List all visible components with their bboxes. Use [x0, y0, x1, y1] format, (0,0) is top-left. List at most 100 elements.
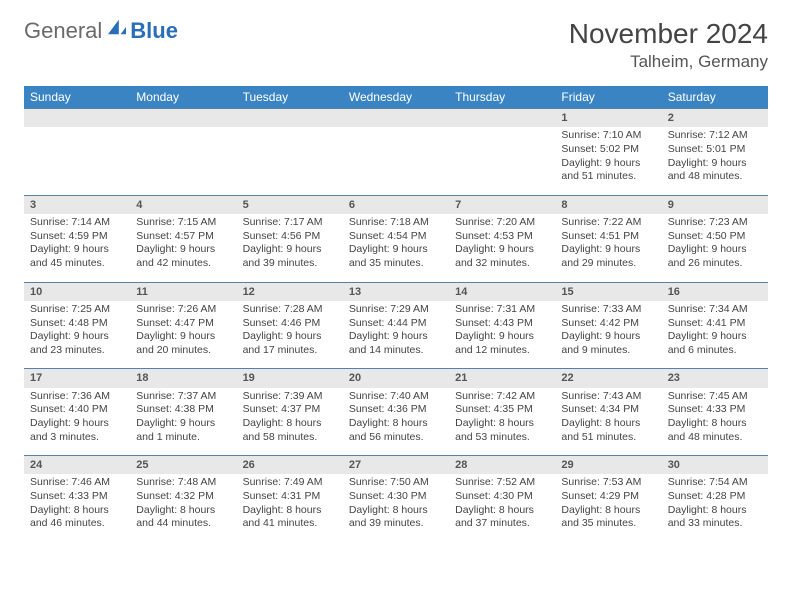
- sunset-line: Sunset: 4:57 PM: [136, 230, 230, 244]
- day-detail: Sunrise: 7:42 AMSunset: 4:35 PMDaylight:…: [449, 388, 555, 456]
- day-number: 3: [24, 195, 130, 214]
- day-detail: Sunrise: 7:29 AMSunset: 4:44 PMDaylight:…: [343, 301, 449, 369]
- sunset-line: Sunset: 4:41 PM: [668, 317, 762, 331]
- day-detail: Sunrise: 7:43 AMSunset: 4:34 PMDaylight:…: [555, 388, 661, 456]
- day-number: 26: [237, 456, 343, 475]
- day-detail-row: Sunrise: 7:25 AMSunset: 4:48 PM Daylight:…: [24, 301, 768, 369]
- day-number: 22: [555, 369, 661, 388]
- sunrise-line: Sunrise: 7:23 AM: [668, 216, 762, 230]
- daylight-line: Daylight: 9 hours and 17 minutes.: [243, 330, 337, 357]
- sunrise-line: Sunrise: 7:31 AM: [455, 303, 549, 317]
- day-number: [449, 109, 555, 128]
- logo: General Blue: [24, 18, 178, 44]
- logo-text-general: General: [24, 18, 102, 44]
- title-block: November 2024 Talheim, Germany: [569, 18, 768, 72]
- daylight-line: Daylight: 8 hours and 44 minutes.: [136, 504, 230, 531]
- day-number: 25: [130, 456, 236, 475]
- sunrise-line: Sunrise: 7:17 AM: [243, 216, 337, 230]
- day-number: 5: [237, 195, 343, 214]
- sunrise-line: Sunrise: 7:18 AM: [349, 216, 443, 230]
- sunset-line: Sunset: 4:38 PM: [136, 403, 230, 417]
- day-number-row: 24252627282930: [24, 456, 768, 475]
- sunset-line: Sunset: 4:44 PM: [349, 317, 443, 331]
- day-number: 11: [130, 282, 236, 301]
- day-detail: Sunrise: 7:53 AMSunset: 4:29 PMDaylight:…: [555, 474, 661, 542]
- day-number: [24, 109, 130, 128]
- month-title: November 2024: [569, 18, 768, 50]
- sunrise-line: Sunrise: 7:25 AM: [30, 303, 124, 317]
- sail-icon: [106, 18, 128, 36]
- daylight-line: Daylight: 9 hours and 48 minutes.: [668, 157, 762, 184]
- day-detail: Sunrise: 7:54 AMSunset: 4:28 PMDaylight:…: [662, 474, 768, 542]
- sunset-line: Sunset: 4:42 PM: [561, 317, 655, 331]
- daylight-line: Daylight: 9 hours and 3 minutes.: [30, 417, 124, 444]
- daylight-line: Daylight: 8 hours and 51 minutes.: [561, 417, 655, 444]
- day-number: 29: [555, 456, 661, 475]
- sunset-line: Sunset: 4:43 PM: [455, 317, 549, 331]
- sunrise-line: Sunrise: 7:54 AM: [668, 476, 762, 490]
- sunset-line: Sunset: 4:29 PM: [561, 490, 655, 504]
- sunset-line: Sunset: 5:01 PM: [668, 143, 762, 157]
- day-number: 16: [662, 282, 768, 301]
- sunrise-line: Sunrise: 7:29 AM: [349, 303, 443, 317]
- sunset-line: Sunset: 4:47 PM: [136, 317, 230, 331]
- day-number: 28: [449, 456, 555, 475]
- sunset-line: Sunset: 4:46 PM: [243, 317, 337, 331]
- day-detail: Sunrise: 7:23 AMSunset: 4:50 PMDaylight:…: [662, 214, 768, 282]
- sunrise-line: Sunrise: 7:46 AM: [30, 476, 124, 490]
- day-number: 12: [237, 282, 343, 301]
- sunrise-line: Sunrise: 7:33 AM: [561, 303, 655, 317]
- sunset-line: Sunset: 4:30 PM: [455, 490, 549, 504]
- location: Talheim, Germany: [569, 52, 768, 72]
- weekday-header-row: SundayMondayTuesdayWednesdayThursdayFrid…: [24, 86, 768, 109]
- sunrise-line: Sunrise: 7:15 AM: [136, 216, 230, 230]
- day-detail-row: Sunrise: 7:14 AMSunset: 4:59 PMDaylight:…: [24, 214, 768, 282]
- sunset-line: Sunset: 4:28 PM: [668, 490, 762, 504]
- daylight-line: Daylight: 8 hours and 41 minutes.: [243, 504, 337, 531]
- day-detail: Sunrise: 7:36 AMSunset: 4:40 PMDaylight:…: [24, 388, 130, 456]
- sunset-line: Sunset: 4:48 PM: [30, 317, 124, 331]
- day-detail: Sunrise: 7:45 AMSunset: 4:33 PMDaylight:…: [662, 388, 768, 456]
- sunset-line: Sunset: 4:51 PM: [561, 230, 655, 244]
- daylight-line: Daylight: 9 hours and 51 minutes.: [561, 157, 655, 184]
- day-number: 23: [662, 369, 768, 388]
- day-number: 13: [343, 282, 449, 301]
- sunrise-line: Sunrise: 7:12 AM: [668, 129, 762, 143]
- day-detail: [237, 127, 343, 195]
- daylight-line: Daylight: 9 hours and 26 minutes.: [668, 243, 762, 270]
- day-detail: Sunrise: 7:49 AMSunset: 4:31 PMDaylight:…: [237, 474, 343, 542]
- day-number: [237, 109, 343, 128]
- day-detail: Sunrise: 7:40 AMSunset: 4:36 PMDaylight:…: [343, 388, 449, 456]
- daylight-line: Daylight: 9 hours and 14 minutes.: [349, 330, 443, 357]
- day-number: 9: [662, 195, 768, 214]
- day-detail: Sunrise: 7:50 AMSunset: 4:30 PMDaylight:…: [343, 474, 449, 542]
- day-number: 17: [24, 369, 130, 388]
- day-detail: Sunrise: 7:48 AMSunset: 4:32 PMDaylight:…: [130, 474, 236, 542]
- sunrise-line: Sunrise: 7:22 AM: [561, 216, 655, 230]
- day-number-row: 3456789: [24, 195, 768, 214]
- sunrise-line: Sunrise: 7:37 AM: [136, 390, 230, 404]
- sunset-line: Sunset: 4:31 PM: [243, 490, 337, 504]
- sunrise-line: Sunrise: 7:42 AM: [455, 390, 549, 404]
- sunrise-line: Sunrise: 7:48 AM: [136, 476, 230, 490]
- day-number: [343, 109, 449, 128]
- sunset-line: Sunset: 4:30 PM: [349, 490, 443, 504]
- day-number: 8: [555, 195, 661, 214]
- day-detail-row: Sunrise: 7:36 AMSunset: 4:40 PMDaylight:…: [24, 388, 768, 456]
- day-detail: Sunrise: 7:10 AMSunset: 5:02 PMDaylight:…: [555, 127, 661, 195]
- daylight-line: Daylight: 9 hours and 20 minutes.: [136, 330, 230, 357]
- sunrise-line: Sunrise: 7:14 AM: [30, 216, 124, 230]
- day-detail: Sunrise: 7:34 AMSunset: 4:41 PMDaylight:…: [662, 301, 768, 369]
- sunrise-line: Sunrise: 7:50 AM: [349, 476, 443, 490]
- day-detail: Sunrise: 7:33 AMSunset: 4:42 PMDaylight:…: [555, 301, 661, 369]
- daylight-line: Daylight: 8 hours and 33 minutes.: [668, 504, 762, 531]
- sunset-line: Sunset: 4:33 PM: [668, 403, 762, 417]
- day-number: 19: [237, 369, 343, 388]
- day-detail: [130, 127, 236, 195]
- day-number: 20: [343, 369, 449, 388]
- weekday-header: Thursday: [449, 86, 555, 109]
- sunrise-line: Sunrise: 7:45 AM: [668, 390, 762, 404]
- day-detail: Sunrise: 7:20 AMSunset: 4:53 PMDaylight:…: [449, 214, 555, 282]
- sunrise-line: Sunrise: 7:28 AM: [243, 303, 337, 317]
- daylight-line: Daylight: 8 hours and 58 minutes.: [243, 417, 337, 444]
